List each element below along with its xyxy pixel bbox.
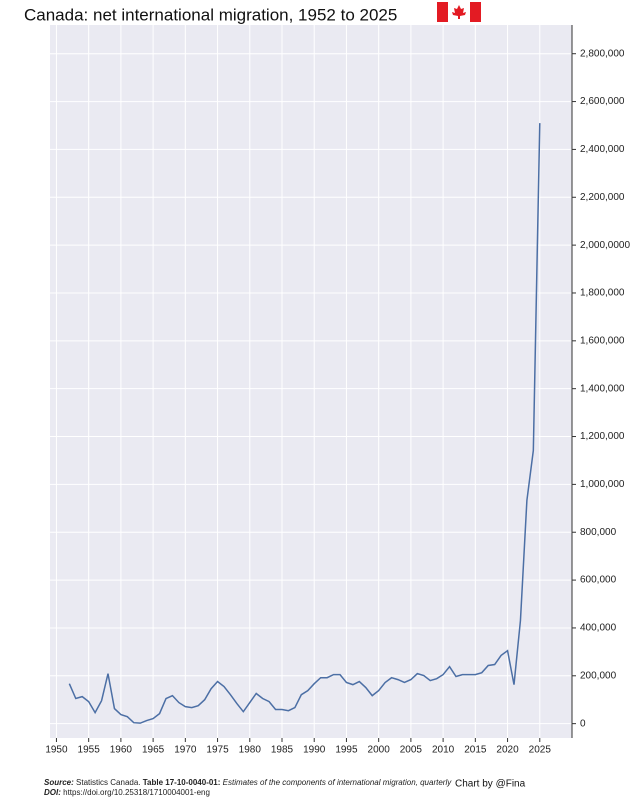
source-title: Estimates of the components of internati… xyxy=(223,778,453,787)
x-tick-label: 1995 xyxy=(335,745,358,756)
y-tick-label: 0 xyxy=(580,718,586,729)
x-tick-label: 2025 xyxy=(529,745,552,756)
series-line xyxy=(68,123,541,724)
y-tick-label: 1,200,000 xyxy=(580,431,625,442)
x-tick-label: 1965 xyxy=(142,745,165,756)
y-tick-label: 1,400,000 xyxy=(580,383,625,394)
x-tick-label: 1960 xyxy=(110,745,133,756)
x-tick-label: 1980 xyxy=(239,745,262,756)
source-line: Source: Statistics Canada. Table 17-10-0… xyxy=(44,778,452,787)
x-tick-label: 1975 xyxy=(206,745,229,756)
source-org: Statistics Canada. xyxy=(76,778,140,787)
x-tick-label: 1970 xyxy=(174,745,197,756)
x-tick-label: 1950 xyxy=(45,745,68,756)
x-tick-label: 2005 xyxy=(400,745,423,756)
x-tick-label: 1985 xyxy=(271,745,294,756)
y-tick-label: 2,000,0000 xyxy=(580,240,630,251)
y-tick-label: 2,200,000 xyxy=(580,192,625,203)
x-tick-label: 2010 xyxy=(432,745,455,756)
y-tick-label: 2,400,000 xyxy=(580,144,625,155)
doi-line: DOI: https://doi.org/10.25318/1710004001… xyxy=(44,788,210,797)
source-table: Table 17-10-0040-01: xyxy=(143,778,221,787)
x-tick-label: 1955 xyxy=(78,745,101,756)
y-tick-label: 1,600,000 xyxy=(580,335,625,346)
x-tick-label: 2020 xyxy=(496,745,519,756)
chart-title: Canada: net international migration, 195… xyxy=(24,5,397,24)
doi-label: DOI: xyxy=(44,788,61,797)
y-tick-label: 2,600,000 xyxy=(580,96,625,107)
doi: https://doi.org/10.25318/1710004001-eng xyxy=(63,788,210,797)
y-tick-label: 1,000,000 xyxy=(580,479,625,490)
x-tick-label: 1990 xyxy=(303,745,326,756)
credit: Chart by @Fina xyxy=(455,779,526,790)
labels: 0 200,000 400,000 600,000 800,000 1,000,000 1,… xyxy=(45,25,630,756)
marks xyxy=(68,123,541,724)
y-tick-label: 800,000 xyxy=(580,527,617,538)
y-tick-label: 200,000 xyxy=(580,670,617,681)
canada-flag xyxy=(437,2,481,22)
x-tick-label: 2000 xyxy=(368,745,391,756)
y-tick-label: 600,000 xyxy=(580,575,617,586)
y-tick-label: 400,000 xyxy=(580,623,617,634)
source-label: Source: xyxy=(44,778,74,787)
grid xyxy=(50,25,572,738)
x-tick-label: 2015 xyxy=(464,745,487,756)
y-tick-label: 1,800,000 xyxy=(580,288,625,299)
plot-area xyxy=(50,25,572,738)
y-tick-label: 2,800,000 xyxy=(580,48,625,59)
